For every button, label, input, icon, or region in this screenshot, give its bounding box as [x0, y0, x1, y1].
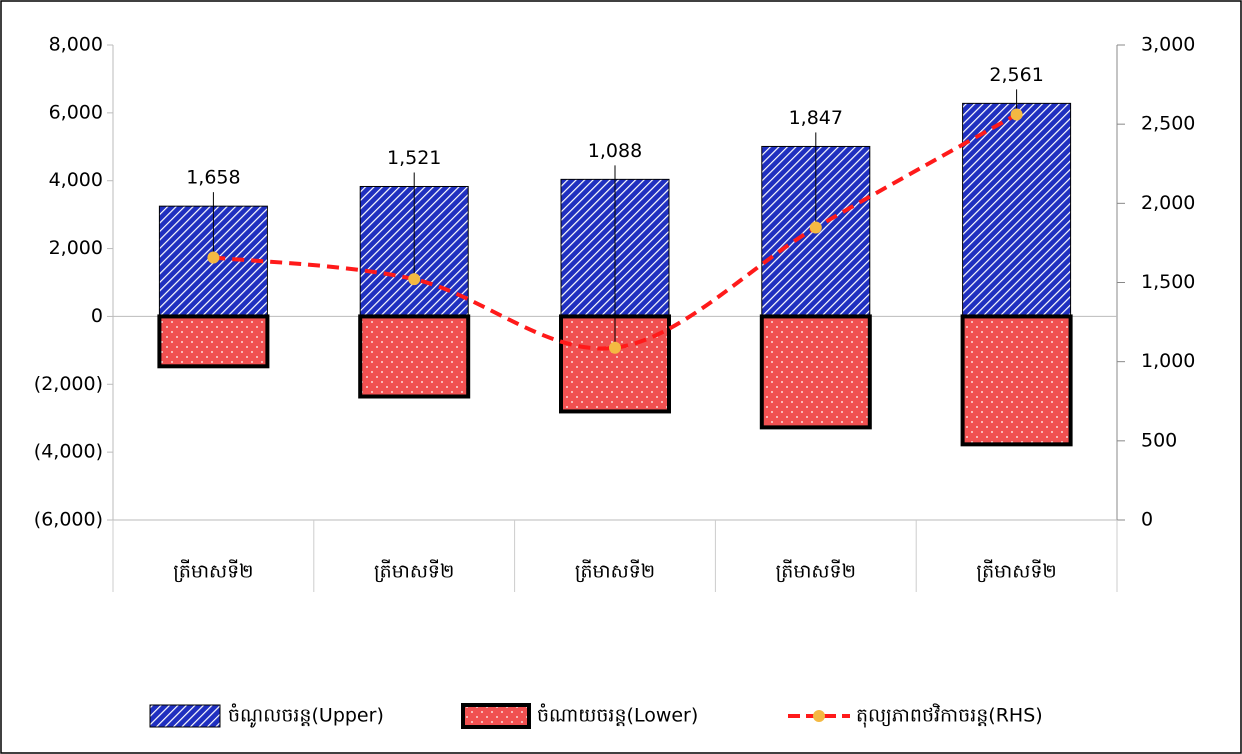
- bar: [759, 314, 872, 430]
- y-tick-label: 6,000: [49, 101, 103, 123]
- x-tick-label: ត្រីមាសទី២: [976, 559, 1056, 583]
- data-label: 1,521: [387, 147, 441, 169]
- legend-swatch: [149, 704, 221, 728]
- line-marker: [207, 251, 220, 264]
- data-label: 1,088: [588, 140, 642, 162]
- y2-tick-label: 2,000: [1141, 192, 1195, 214]
- line: [213, 112, 1018, 351]
- y-tick-label: 8,000: [49, 34, 103, 56]
- line-marker: [609, 341, 621, 354]
- x-tick-label: ត្រីមាសទី២: [575, 559, 655, 583]
- y-tick-label: (2,000): [34, 373, 103, 395]
- y-tick-label: (6,000): [34, 509, 103, 531]
- y-tick-label: 4,000: [49, 169, 103, 191]
- x-tick-label: ត្រីមាសទី២: [374, 559, 454, 583]
- data-label: 1,658: [186, 167, 240, 189]
- line-marker: [408, 273, 421, 286]
- y2-tick-label: 1,500: [1141, 271, 1195, 293]
- x-tick-label: ត្រីមាសទី២: [776, 559, 856, 583]
- legend-label: ចំណាយចរន្ត(Lower): [537, 703, 698, 727]
- data-label: 1,847: [789, 107, 843, 129]
- legend-label: ចំណូលចរន្ត(Upper): [228, 703, 384, 729]
- y2-tick-label: 1,000: [1141, 350, 1195, 372]
- legend-label: តុល្យភាពថវិកាចរន្ត(RHS): [856, 703, 1043, 729]
- bar: [157, 314, 270, 369]
- legend-marker: [813, 710, 825, 722]
- y2-tick-label: 3,000: [1141, 34, 1195, 56]
- y-tick-label: 0: [91, 305, 103, 327]
- y-tick-label: 2,000: [49, 237, 103, 259]
- line-marker: [1010, 108, 1023, 121]
- y2-tick-label: 2,500: [1141, 113, 1195, 135]
- legend-swatch: [461, 703, 531, 729]
- data-label: 2,561: [989, 64, 1043, 86]
- x-tick-label: ត្រីមាសទី២: [173, 559, 253, 583]
- bar: [960, 314, 1073, 447]
- line-marker: [809, 221, 822, 234]
- y-tick-label: (4,000): [34, 441, 103, 463]
- y2-tick-label: 0: [1141, 509, 1153, 531]
- bar: [358, 314, 471, 399]
- y2-tick-label: 500: [1141, 429, 1177, 451]
